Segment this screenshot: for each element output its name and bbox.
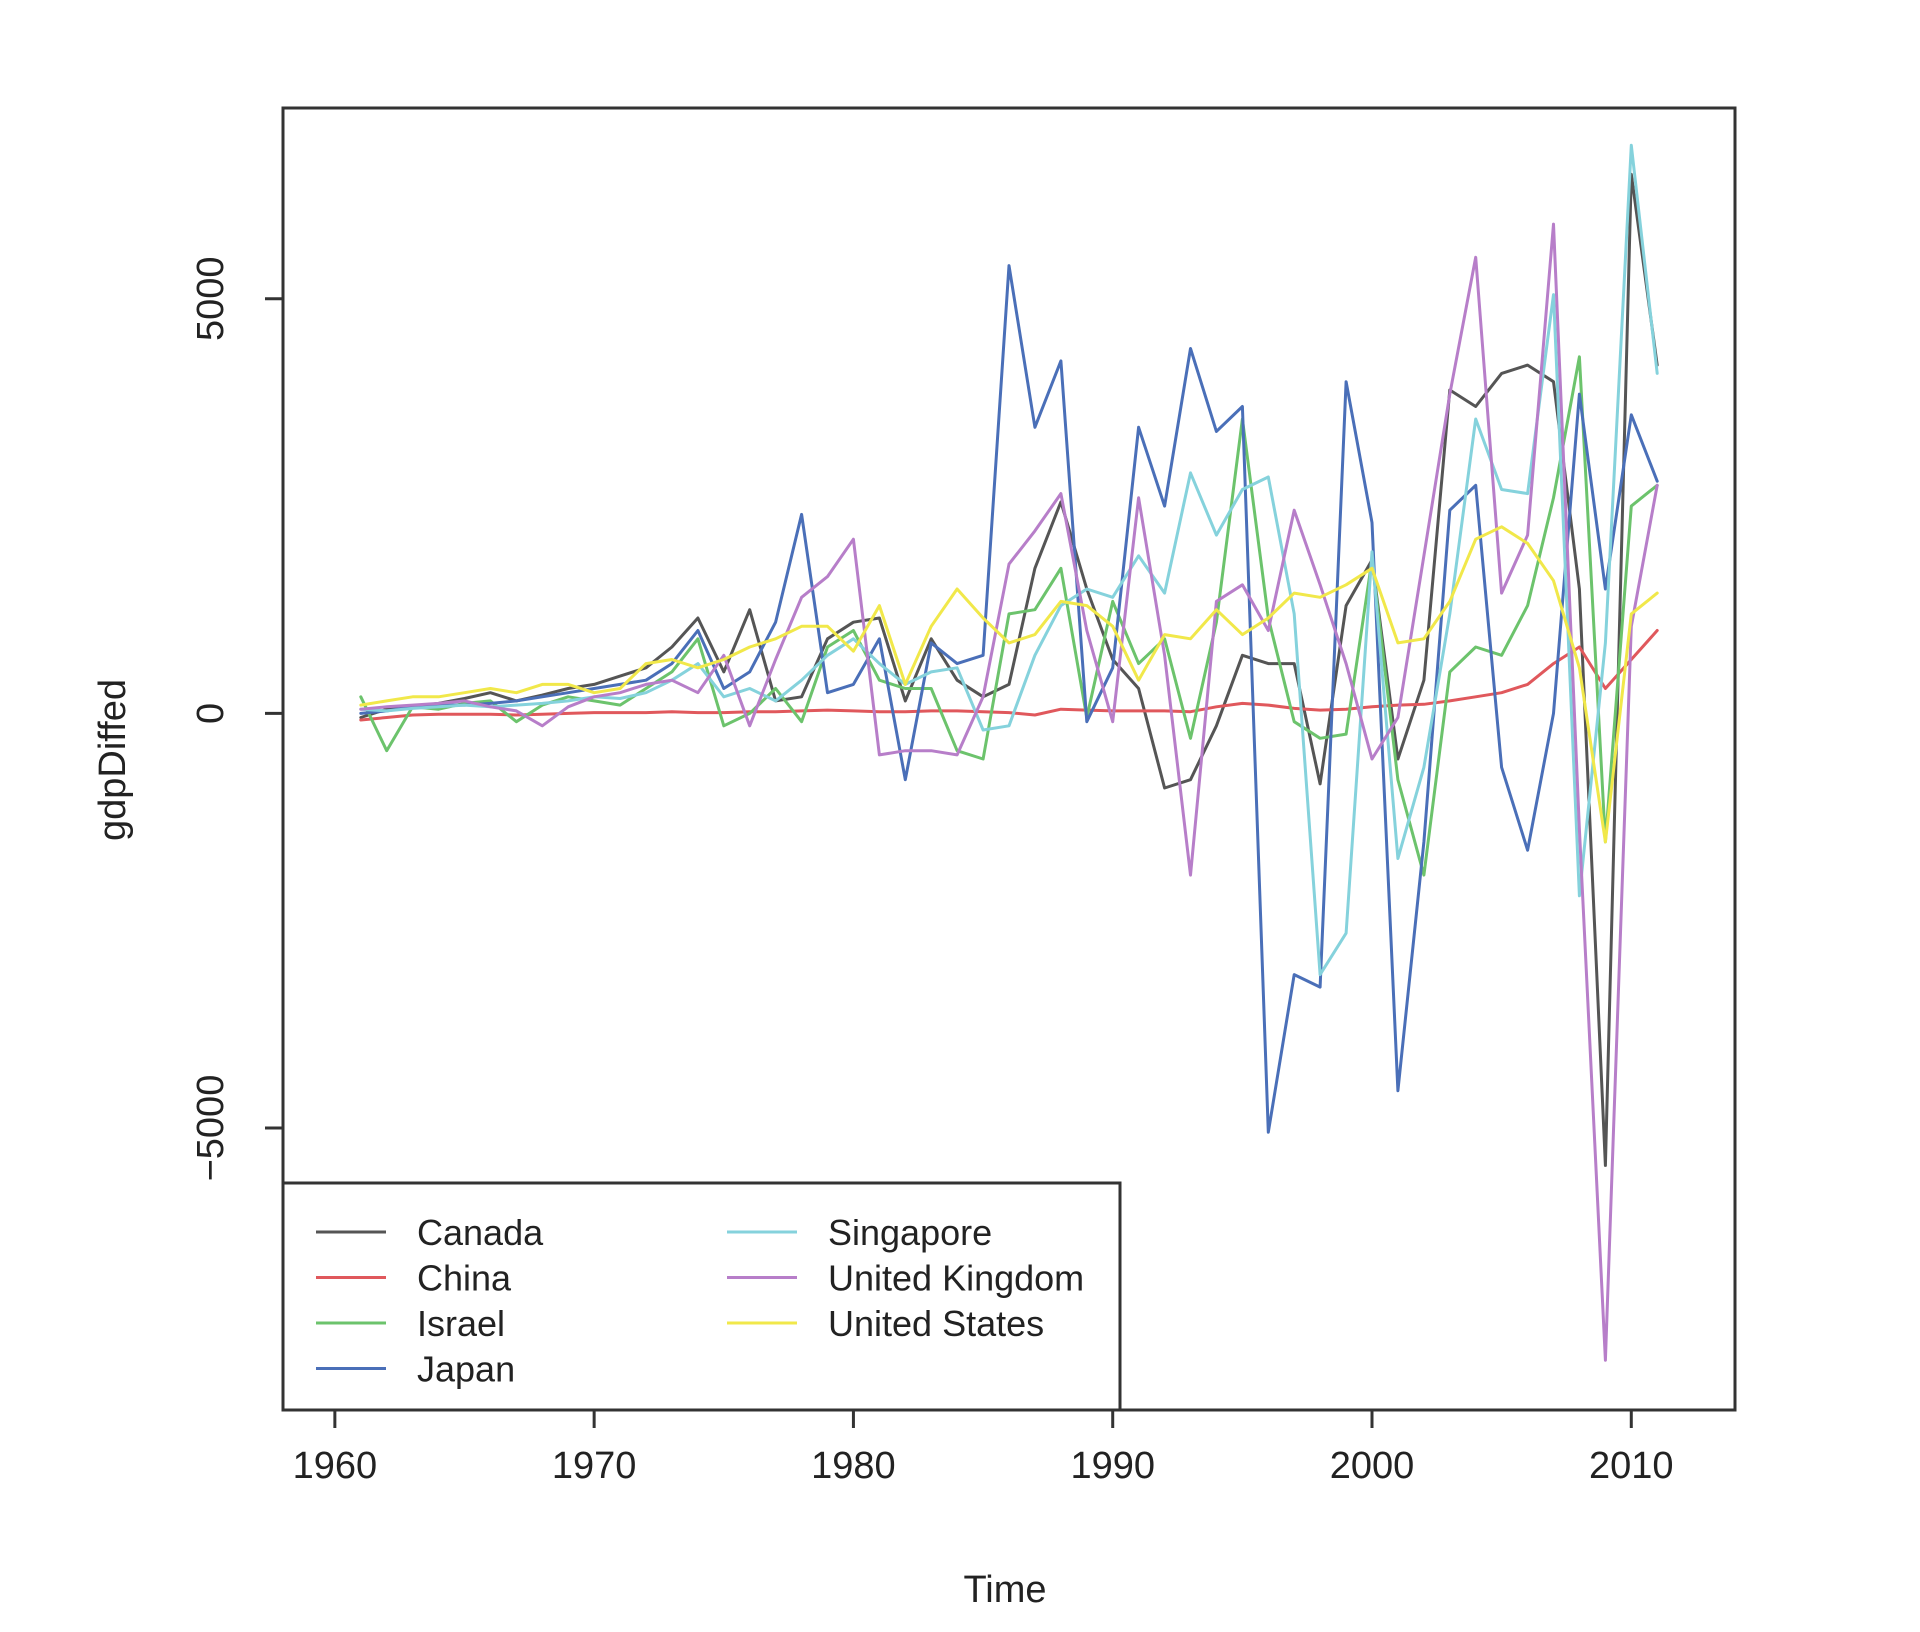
series-layer bbox=[359, 143, 1659, 1362]
series-line-singapore bbox=[359, 143, 1659, 977]
x-tick-label: 1980 bbox=[811, 1445, 896, 1487]
y-tick-label: −5000 bbox=[190, 1075, 232, 1182]
legend-label-israel: Israel bbox=[417, 1303, 505, 1344]
x-tick-label: 2000 bbox=[1330, 1445, 1415, 1487]
y-tick-label: 0 bbox=[190, 703, 232, 724]
legend-label-canada: Canada bbox=[417, 1212, 544, 1253]
x-tick-label: 2010 bbox=[1589, 1445, 1674, 1487]
y-axis: −5000 0 5000 bbox=[190, 256, 285, 1182]
y-tick-label: 5000 bbox=[190, 256, 232, 341]
legend-label-united-kingdom: United Kingdom bbox=[828, 1258, 1084, 1299]
legend-label-singapore: Singapore bbox=[828, 1212, 992, 1253]
legend-label-united-states: United States bbox=[828, 1303, 1044, 1344]
x-tick-label: 1960 bbox=[293, 1445, 378, 1487]
x-tick-label: 1990 bbox=[1070, 1445, 1155, 1487]
legend-box bbox=[281, 1181, 1122, 1412]
legend-label-japan: Japan bbox=[417, 1349, 515, 1390]
x-axis: 1960 1970 1980 1990 2000 2010 bbox=[293, 1408, 1674, 1487]
series-line-japan bbox=[359, 264, 1659, 1134]
legend-label-china: China bbox=[417, 1258, 512, 1299]
y-axis-title: gdpDiffed bbox=[92, 679, 134, 841]
series-line-china bbox=[359, 629, 1659, 722]
series-line-united-states bbox=[359, 525, 1659, 844]
x-tick-label: 1970 bbox=[552, 1445, 637, 1487]
x-axis-title: Time bbox=[963, 1569, 1046, 1611]
series-line-united-kingdom bbox=[359, 222, 1659, 1362]
series-line-israel bbox=[359, 355, 1659, 877]
